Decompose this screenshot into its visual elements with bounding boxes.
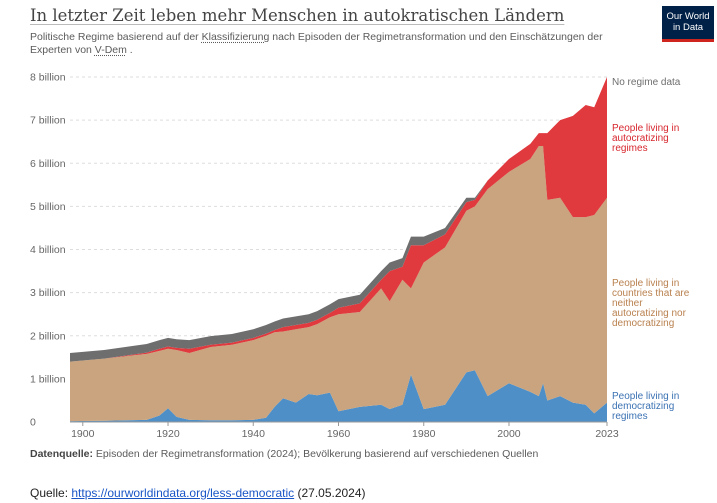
y-tick-label: 4 billion — [30, 244, 66, 256]
footer: Quelle: https://ourworldindata.org/less-… — [30, 486, 366, 500]
classification-link[interactable]: Klassifizierung — [201, 31, 270, 43]
area-series — [70, 77, 607, 422]
chart-subtitle: Politische Regime basierend auf der Klas… — [30, 31, 630, 57]
logo-line-2: in Data — [672, 22, 704, 33]
x-tick-label: 1960 — [327, 428, 351, 440]
subtitle-text-2: nach Episoden der Regimetransformation u… — [30, 31, 603, 56]
y-tick-label: 3 billion — [30, 287, 66, 299]
footer-prefix: Quelle: — [30, 486, 72, 500]
subtitle-text-3: . — [126, 44, 133, 56]
legend-label-no-regime-data: No regime data — [612, 77, 681, 88]
owid-logo[interactable]: Our World in Data — [662, 6, 714, 42]
source-label: Datenquelle: — [30, 448, 94, 460]
y-tick-label: 2 billion — [30, 330, 66, 342]
y-tick-label: 6 billion — [30, 158, 66, 170]
y-tick-label: 0 — [30, 417, 36, 429]
y-tick-label: 1 billion — [30, 373, 66, 385]
subtitle-text-1: Politische Regime basierend auf der — [30, 31, 202, 43]
y-tick-label: 8 billion — [30, 72, 66, 84]
legend-label-people-living-in-democratizing-regimes: People living in democratizing regimes — [612, 391, 679, 422]
area-people-living-in-democratizing-regimes — [70, 370, 607, 422]
area-no-regime-data — [70, 77, 607, 362]
x-tick-label: 1900 — [71, 428, 95, 440]
y-axis-ticks: 0 1 billion 2 billion 3 billion 4 billion 5 b… — [30, 72, 66, 429]
x-tick-label: 2000 — [497, 428, 521, 440]
x-tick-label: 1940 — [242, 428, 266, 440]
vdem-link[interactable]: V-Dem — [94, 44, 127, 56]
y-tick-label: 7 billion — [30, 115, 66, 127]
legend-label-people-living-in-autocratizing-regimes: People living in autocratizing regimes — [612, 123, 679, 154]
x-tick-label: 1920 — [156, 428, 180, 440]
x-axis: 1900 1920 1940 1960 1980 2000 2023 — [70, 421, 619, 440]
source-text: Episoden der Regimetransformation (2024)… — [93, 448, 539, 460]
x-tick-label: 2023 — [595, 428, 619, 440]
y-tick-label: 5 billion — [30, 201, 66, 213]
x-tick-label: 1980 — [412, 428, 436, 440]
logo-line-1: Our World — [666, 11, 710, 22]
area-people-living-in-countries-that-are-neither-autocratizing-nor-democratizing — [70, 146, 607, 422]
footer-suffix: (27.05.2024) — [294, 486, 366, 500]
data-source: Datenquelle: Episoden der Regimetransfor… — [30, 448, 550, 461]
legend-label-people-living-in-countries-that-are-neither-autocratizing-nor-democratizing: People living in countries that are neithe… — [612, 278, 690, 329]
stacked-area-chart: 0 1 billion 2 billion 3 billion 4 billion 5 b… — [30, 72, 690, 441]
chart-title: In letzter Zeit leben mehr Menschen in a… — [30, 6, 565, 25]
source-url-link[interactable]: https://ourworldindata.org/less-democrat… — [71, 486, 295, 500]
chart-legend: No regime data People living in autocratiz… — [612, 77, 690, 422]
